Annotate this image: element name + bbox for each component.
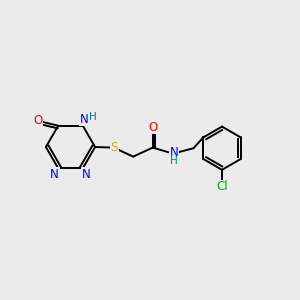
Text: N: N [82, 168, 91, 181]
Text: O: O [34, 114, 43, 127]
Text: N: N [169, 146, 178, 159]
Text: N: N [50, 168, 59, 181]
Text: H: H [170, 156, 178, 166]
Text: S: S [111, 141, 118, 154]
Text: H: H [89, 112, 97, 122]
Text: O: O [148, 121, 157, 134]
Text: N: N [80, 112, 89, 126]
Text: Cl: Cl [216, 180, 228, 194]
